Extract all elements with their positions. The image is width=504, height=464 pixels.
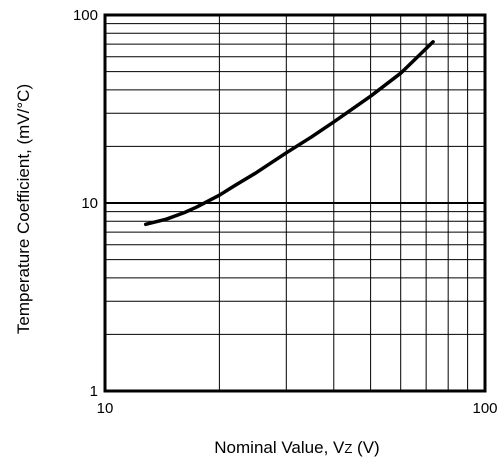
x-tick-label: 100: [472, 400, 497, 417]
series-layer: [143, 40, 435, 227]
x-axis-label-subscript: Z: [344, 441, 352, 456]
x-axis-label-tail: (V): [352, 438, 379, 457]
x-tick-label: 10: [97, 400, 114, 417]
series-line-1: [143, 40, 435, 227]
plot-frame: [103, 13, 487, 393]
y-tick-label: 100: [73, 7, 98, 24]
y-axis-label: Temperature Coefficient, (mV/°C): [14, 84, 33, 334]
x-axis-label: Nominal Value, VZ (V): [214, 438, 379, 457]
grid: [105, 15, 485, 391]
x-axis-label-main: Nominal Value, V: [214, 438, 345, 457]
y-tick-label: 1: [90, 383, 98, 400]
y-tick-label: 10: [81, 195, 98, 212]
